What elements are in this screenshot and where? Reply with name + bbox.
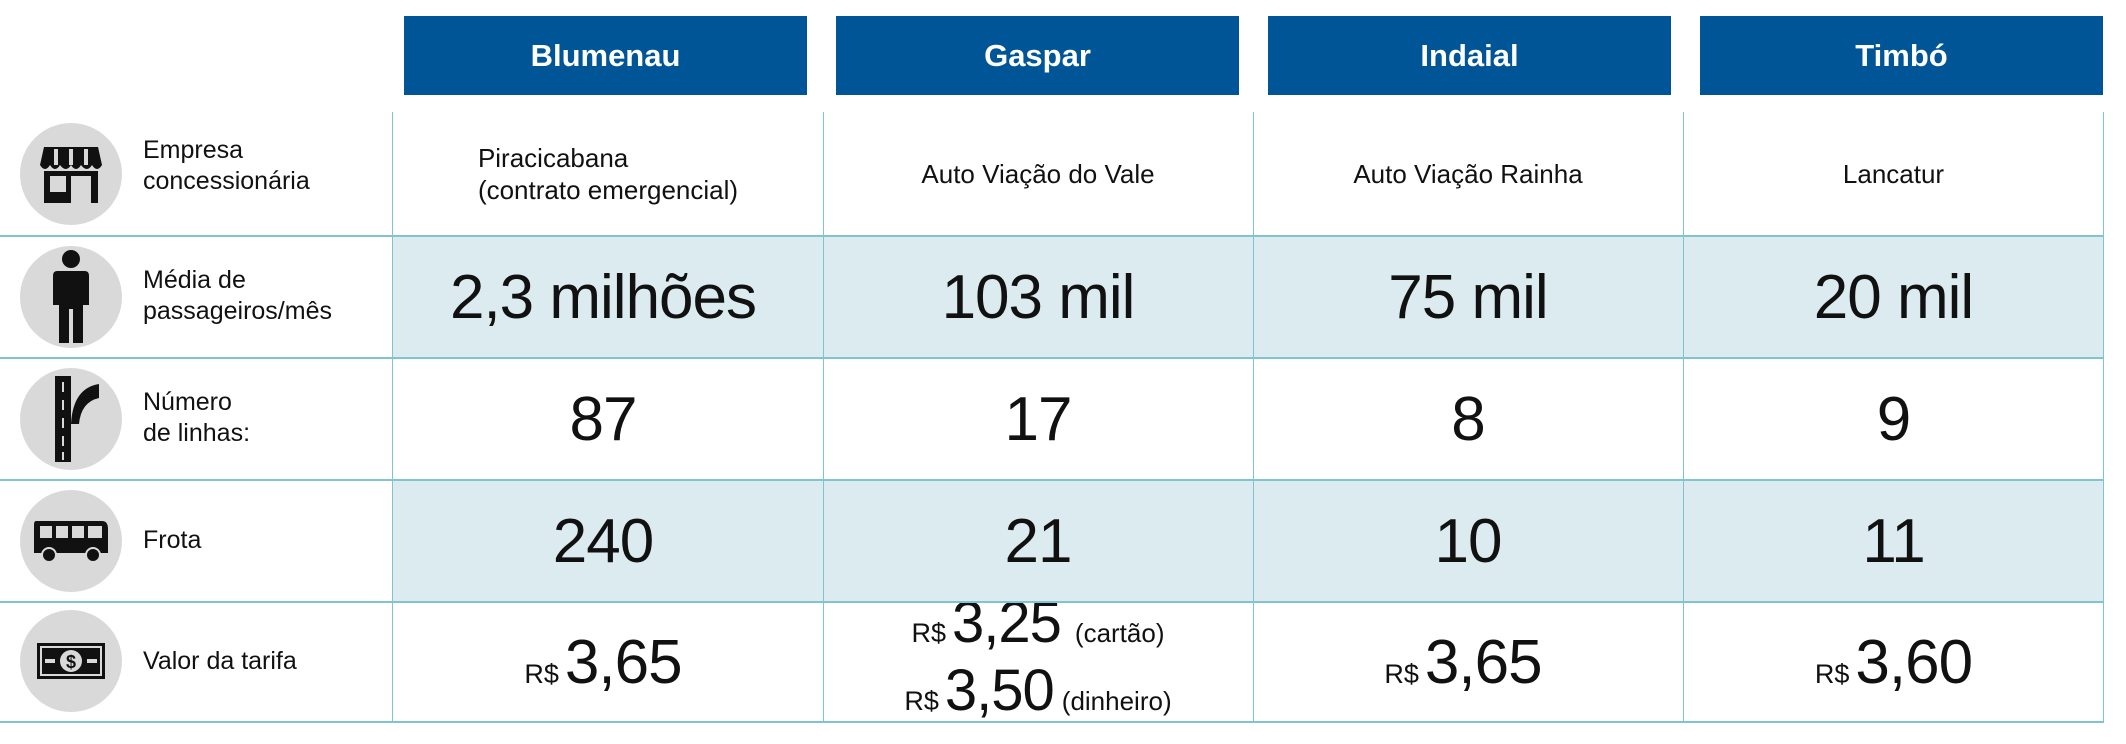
row-empresa: Empresa concessionária Piracicabana (con… [0, 112, 2104, 236]
cell-linhas-blumenau: 87 [569, 384, 638, 454]
header-gaspar: Gaspar [836, 16, 1239, 95]
header-indaial: Indaial [1268, 16, 1671, 95]
road-fork-icon [20, 368, 122, 470]
cell-passageiros-blumenau: 2,3 milhões [449, 262, 757, 332]
cell-tarifa-indaial: R$ 3,65 [1253, 602, 1673, 722]
fare-amount: 3,65 [1424, 627, 1543, 697]
cell-frota-blumenau: 240 [552, 506, 654, 576]
row-label-passageiros: Média de passageiros/mês [143, 266, 332, 325]
fare-note-card: (cartão) [1074, 618, 1165, 648]
fare-amount-cash: 3,50 [944, 658, 1055, 723]
row-divider [0, 479, 2104, 481]
row-divider [0, 601, 2104, 603]
cell-passageiros-indaial: 75 mil [1388, 262, 1548, 332]
cell-passageiros-gaspar: 103 mil [941, 262, 1136, 332]
currency-label: R$ [1814, 658, 1850, 689]
cell-frota-indaial: 10 [1434, 506, 1503, 576]
column-divider [1683, 112, 1684, 722]
row-linhas: Número de linhas: 87 17 8 9 [0, 358, 2104, 480]
row-divider [0, 235, 2104, 237]
row-label-empresa: Empresa concessionária [143, 136, 310, 195]
column-divider [1253, 112, 1254, 722]
column-divider [2103, 112, 2104, 722]
header-blumenau: Blumenau [404, 16, 807, 95]
cell-tarifa-timbo: R$ 3,60 [1683, 602, 2104, 722]
cell-linhas-indaial: 8 [1451, 384, 1485, 454]
person-icon [20, 246, 122, 348]
cell-frota-timbo: 11 [1862, 506, 1925, 576]
cell-linhas-gaspar: 17 [1004, 384, 1073, 454]
currency-label: R$ [524, 658, 559, 689]
fare-amount: 3,60 [1855, 627, 1973, 697]
fare-amount: 3,65 [564, 627, 683, 697]
row-label-frota: Frota [143, 526, 202, 554]
currency-label: R$ [1384, 658, 1419, 689]
row-tarifa: $ Valor da tarifa R$ 3,65 R$ 3,25 (cartã… [0, 594, 2104, 723]
row-passageiros: Média de passageiros/mês 2,3 milhões 103… [0, 236, 2104, 358]
row-frota: Frota 240 21 10 11 [0, 480, 2104, 602]
cell-empresa-timbo: Lancatur [1842, 159, 1945, 189]
svg-text:$: $ [66, 652, 76, 672]
bus-icon [20, 490, 122, 592]
fare-amount-card: 3,25 [952, 590, 1062, 655]
cell-frota-gaspar: 21 [1004, 506, 1073, 576]
row-label-tarifa: Valor da tarifa [143, 647, 297, 675]
row-divider [0, 721, 2104, 723]
cell-empresa-indaial: Auto Viação Rainha [1353, 159, 1583, 189]
header-timbo: Timbó [1700, 16, 2103, 95]
cell-tarifa-gaspar: R$ 3,25 (cartão) R$ 3,50 (dinheiro) [823, 594, 1253, 723]
row-label-linhas: Número de linhas: [143, 388, 251, 447]
banknote-icon: $ [20, 610, 122, 712]
fare-note-cash: (dinheiro) [1061, 686, 1172, 716]
row-divider [0, 357, 2104, 359]
column-divider [823, 112, 824, 722]
currency-label: R$ [911, 618, 947, 648]
storefront-icon [20, 123, 122, 225]
cell-empresa-gaspar: Auto Viação do Vale [921, 159, 1155, 189]
cell-tarifa-blumenau: R$ 3,65 [393, 602, 813, 722]
cell-passageiros-timbo: 20 mil [1813, 262, 1974, 332]
currency-label: R$ [904, 686, 939, 716]
cell-linhas-timbo: 9 [1876, 384, 1911, 454]
column-divider [392, 112, 393, 722]
cell-empresa-blumenau: Piracicabana (contrato emergencial) [477, 143, 739, 205]
